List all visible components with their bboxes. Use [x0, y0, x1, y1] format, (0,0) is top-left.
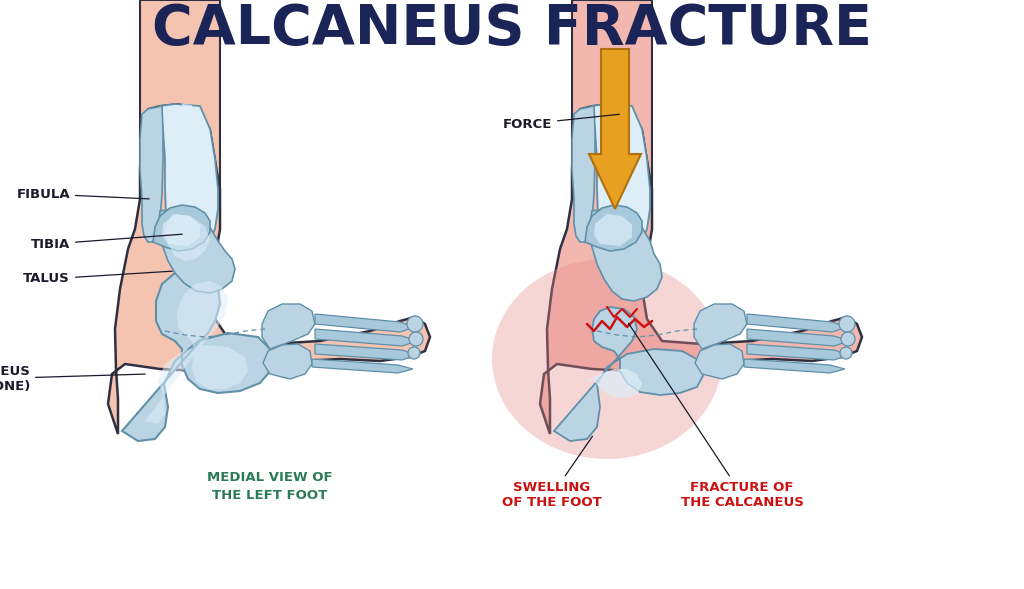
Polygon shape [746, 314, 847, 332]
Polygon shape [165, 214, 210, 261]
Polygon shape [158, 209, 234, 293]
Text: FRACTURE OF
THE CALCANEUS: FRACTURE OF THE CALCANEUS [629, 323, 804, 509]
Polygon shape [554, 307, 705, 441]
Circle shape [408, 347, 420, 359]
Text: SWELLING
OF THE FOOT: SWELLING OF THE FOOT [502, 436, 602, 509]
Polygon shape [140, 106, 163, 242]
Polygon shape [145, 281, 248, 424]
Circle shape [841, 332, 855, 346]
Polygon shape [263, 344, 312, 379]
Text: MEDIAL VIEW OF
THE LEFT FOOT: MEDIAL VIEW OF THE LEFT FOOT [207, 471, 333, 502]
Polygon shape [108, 104, 430, 434]
Polygon shape [589, 209, 662, 301]
Circle shape [840, 347, 852, 359]
Polygon shape [585, 205, 642, 251]
Polygon shape [162, 214, 200, 246]
Polygon shape [315, 329, 417, 346]
Polygon shape [694, 304, 746, 349]
Text: FORCE: FORCE [503, 114, 620, 131]
Polygon shape [262, 304, 315, 349]
Text: CALCANEUS FRACTURE: CALCANEUS FRACTURE [152, 2, 872, 56]
Polygon shape [122, 269, 272, 441]
Polygon shape [695, 344, 744, 379]
Polygon shape [315, 344, 417, 360]
Polygon shape [594, 214, 632, 246]
Polygon shape [572, 106, 595, 242]
Text: TALUS: TALUS [24, 271, 172, 286]
Ellipse shape [492, 259, 722, 459]
Polygon shape [312, 359, 413, 373]
Polygon shape [572, 0, 652, 189]
Polygon shape [140, 0, 220, 189]
Polygon shape [315, 314, 415, 332]
Polygon shape [744, 359, 845, 373]
Polygon shape [746, 329, 849, 346]
Text: FIBULA: FIBULA [16, 187, 150, 200]
Circle shape [409, 332, 423, 346]
Polygon shape [540, 104, 862, 434]
Polygon shape [592, 104, 650, 254]
Polygon shape [160, 104, 218, 254]
Polygon shape [182, 104, 193, 244]
Polygon shape [153, 205, 210, 251]
Polygon shape [746, 344, 849, 360]
Polygon shape [587, 369, 642, 398]
Text: TIBIA: TIBIA [31, 234, 182, 250]
Circle shape [839, 316, 855, 332]
Text: CALCANEUS
(HEEL BONE): CALCANEUS (HEEL BONE) [0, 365, 145, 393]
Circle shape [407, 316, 423, 332]
FancyArrow shape [589, 49, 641, 209]
Polygon shape [614, 104, 624, 244]
